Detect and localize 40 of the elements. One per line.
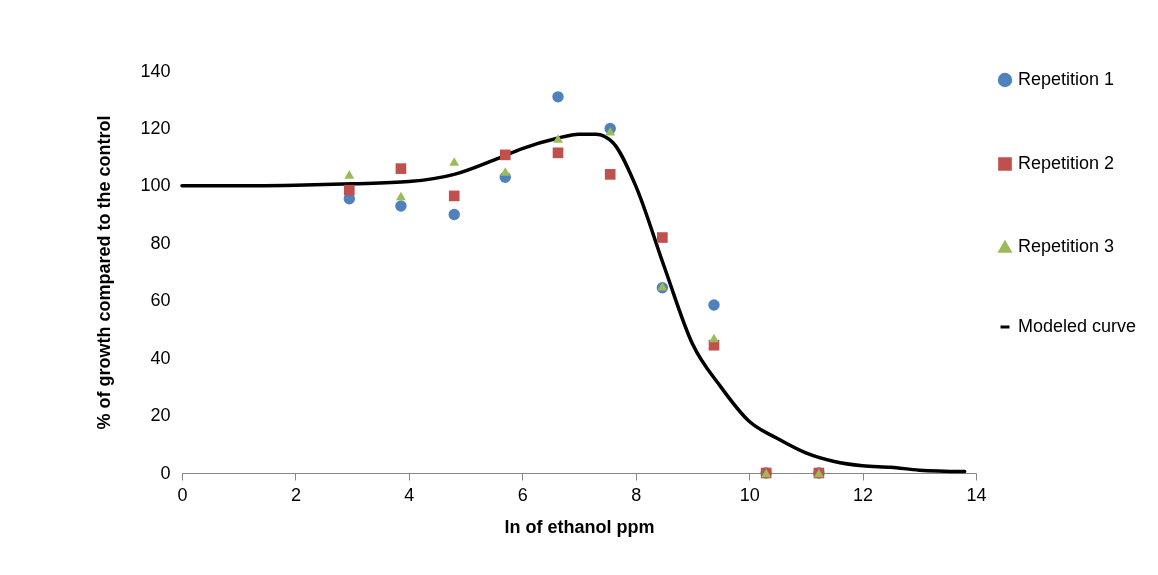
x-tick-label: 12 (853, 484, 874, 505)
y-tick-label: 20 (150, 405, 171, 426)
point (343, 184, 355, 196)
point (708, 299, 720, 311)
x-tick-label: 0 (177, 484, 188, 505)
point (657, 232, 668, 243)
x-tick-label: 14 (966, 484, 987, 505)
x-tick-label: 2 (290, 484, 301, 505)
x-tick-label: 8 (631, 484, 642, 505)
point (395, 163, 407, 174)
point (499, 149, 511, 161)
x-tick-label: 6 (517, 484, 528, 505)
x-tick-label: 10 (739, 484, 760, 505)
point (396, 191, 406, 201)
y-tick-label: 80 (150, 232, 171, 253)
y-tick-label: 120 (140, 117, 171, 138)
y-axis-title: % of growth compared to the control (94, 115, 115, 430)
x-tick-label: 4 (404, 484, 415, 505)
line-series (180, 132, 967, 474)
legend-label: Repetition 1 (1018, 69, 1115, 89)
legend-label: Repetition 2 (1018, 153, 1115, 173)
y-tick-label: 0 (160, 462, 171, 483)
point (448, 190, 460, 202)
point (553, 134, 563, 143)
point (449, 157, 460, 166)
point (448, 208, 460, 221)
point (395, 200, 407, 212)
y-tick-label: 100 (140, 175, 171, 196)
legend-label: Modeled curve (1018, 316, 1137, 336)
point (604, 169, 616, 180)
point (552, 91, 564, 103)
y-tick-label: 40 (150, 347, 171, 368)
y-tick-label: 140 (140, 60, 171, 81)
point (500, 167, 511, 176)
point (605, 127, 616, 136)
y-tick-label: 60 (150, 290, 171, 311)
point (344, 170, 355, 179)
legend-label: Repetition 3 (1018, 236, 1115, 256)
x-axis-title: ln of ethanol ppm (504, 516, 655, 537)
point (709, 333, 719, 343)
